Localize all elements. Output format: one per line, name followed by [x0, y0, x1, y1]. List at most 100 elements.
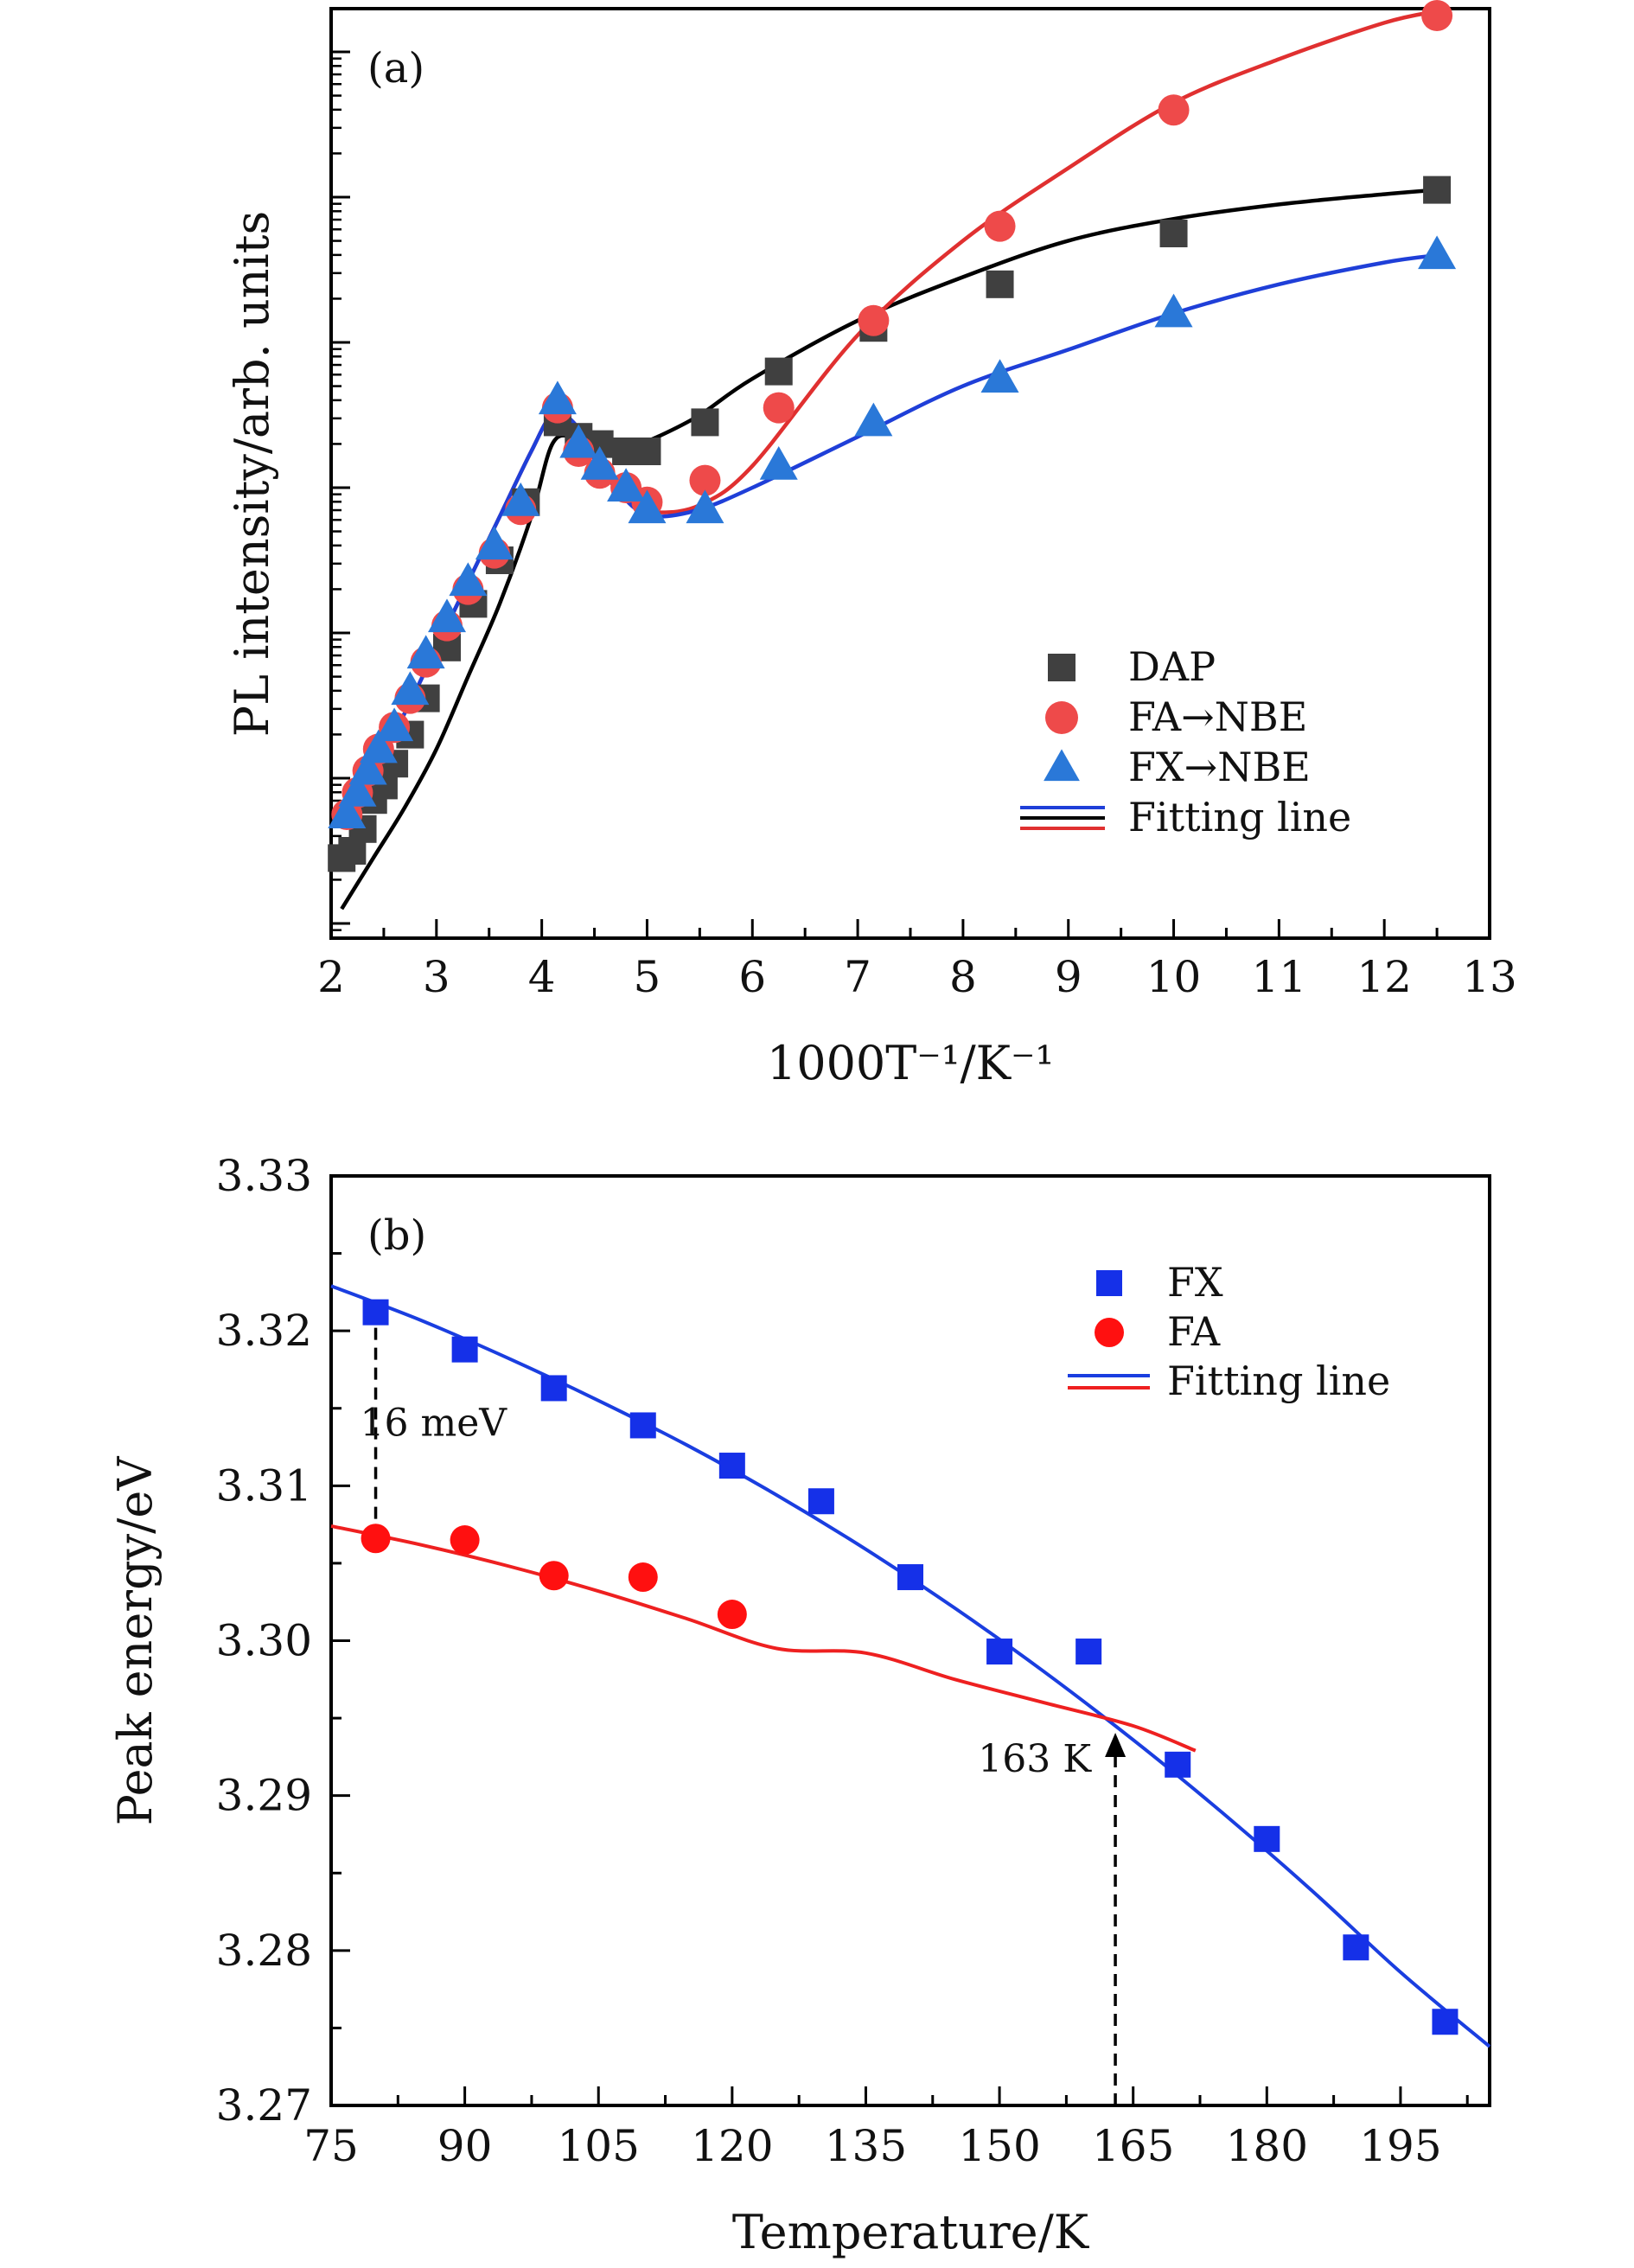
- panel-a-x-tick-label: 9: [1055, 952, 1082, 1002]
- panel-b-label: (b): [367, 1211, 426, 1260]
- panel-b-y-tick-label: 3.32: [216, 1306, 312, 1356]
- panel-b-legend-marker-fa: [1095, 1318, 1124, 1347]
- panel-b-point-fx: [718, 1453, 745, 1479]
- panel-b-data-points: [361, 1299, 1458, 2035]
- panel-a-point-fx-nbe: [406, 635, 445, 669]
- panel-a-point-fx-nbe: [628, 489, 667, 524]
- panel-a-point-fx-nbe: [475, 526, 514, 560]
- panel-b-point-fx: [1254, 1825, 1280, 1852]
- panel-a-x-tick-label: 6: [738, 952, 766, 1002]
- panel-b-point-fa: [628, 1562, 658, 1593]
- panel-b-fit-line-fit-blue: [330, 1284, 1491, 2048]
- panel-b-x-tick-label: 135: [825, 2121, 907, 2171]
- panel-a-x-tick-label: 8: [949, 952, 977, 1002]
- panel-b-point-fa: [717, 1600, 747, 1630]
- panel-b-x-tick-label: 180: [1226, 2121, 1308, 2171]
- panel-a-x-tick-label: 2: [317, 952, 345, 1002]
- panel-b-legend-label-fa: FA: [1167, 1308, 1221, 1355]
- annotation-163k-arrowhead: [1105, 1733, 1127, 1758]
- panel-a-point-dap: [1159, 220, 1188, 247]
- panel-b-point-fx: [362, 1299, 389, 1326]
- panel-a-x-tick-label: 13: [1462, 952, 1517, 1002]
- panel-b-point-fa: [450, 1525, 480, 1556]
- panel-a-point-fa-nbe: [689, 464, 721, 496]
- panel-b-y-tick-label: 3.30: [216, 1616, 312, 1666]
- panel-a-legend-label-fitting-line: Fitting line: [1128, 794, 1351, 840]
- panel-a-point-dap: [764, 357, 793, 386]
- panel-a-x-tick-label: 3: [423, 952, 450, 1002]
- panel-a-data-points: [328, 0, 1457, 872]
- panel-a-legend-label-dap: DAP: [1128, 643, 1216, 690]
- panel-b-axis-ticks: 75 90 105 120 135 150 165 180 195 3.27 3.28 3.29 3.3…: [216, 1151, 1469, 2171]
- panel-a-point-fx-nbe: [559, 424, 598, 458]
- panel-b-chart: 75 90 105 120 135 150 165 180 195 3.27 3.28 3.29 3.3…: [108, 1151, 1491, 2259]
- panel-a-legend-marker-dap: [1048, 654, 1076, 681]
- panel-b-x-tick-label: 150: [958, 2121, 1040, 2171]
- panel-b-y-tick-label: 3.31: [216, 1460, 312, 1511]
- panel-b-point-fx: [451, 1336, 478, 1363]
- panel-b-legend-label-fitting-line: Fitting line: [1167, 1358, 1390, 1404]
- panel-a-point-fx-nbe: [359, 729, 398, 763]
- panel-b-x-tick-label: 90: [437, 2121, 493, 2171]
- panel-a-point-fa-nbe: [1421, 0, 1453, 31]
- annotation-16mev-label: 16 meV: [361, 1401, 508, 1445]
- panel-a-point-fx-nbe: [338, 773, 377, 807]
- panel-b-plot-frame: [329, 1174, 1491, 2107]
- panel-a-axis-ticks: 2 3 4 5 6 7 8 9 10 11 12 13: [317, 50, 1517, 1002]
- panel-a-point-fx-nbe: [759, 446, 798, 480]
- panel-a-chart: 2 3 4 5 6 7 8 9 10 11 12 13 (a) 1000T⁻¹/K⁻¹ PL inte…: [225, 0, 1517, 1090]
- panel-a-point-dap: [633, 438, 661, 465]
- panel-b-fit-lines: [330, 1284, 1491, 2048]
- panel-b-x-tick-label: 120: [691, 2121, 773, 2171]
- panel-a-point-fx-nbe: [607, 468, 646, 502]
- panel-a-point-fx-nbe: [854, 402, 893, 437]
- panel-a-point-fx-nbe: [1154, 293, 1193, 328]
- panel-a-point-fx-nbe: [538, 380, 577, 415]
- panel-a-legend-marker-fx-nbe: [1044, 749, 1080, 782]
- panel-a-point-fx-nbe: [375, 707, 414, 742]
- panel-a-point-dap: [1423, 176, 1452, 204]
- panel-b-point-fa: [361, 1524, 391, 1554]
- panel-b-point-fx: [1343, 1934, 1369, 1961]
- annotation-163k-label: 163 K: [978, 1737, 1092, 1781]
- panel-a-point-fx-nbe: [428, 598, 466, 633]
- panel-a-point-fa-nbe: [984, 210, 1016, 242]
- panel-a-point-fa-nbe: [858, 304, 890, 336]
- panel-b-fit-line-fit-red: [330, 1524, 1197, 1753]
- panel-a-point-fx-nbe: [580, 446, 619, 480]
- panel-a-point-fa-nbe: [1158, 94, 1190, 126]
- panel-a-point-dap: [986, 270, 1014, 298]
- panel-a-y-axis-title: PL intensity/arb. units: [225, 211, 279, 737]
- panel-a-point-fx-nbe: [391, 671, 430, 706]
- panel-a-x-tick-label: 7: [844, 952, 871, 1002]
- panel-b-y-tick-label: 3.27: [216, 2080, 312, 2131]
- panel-a-point-fx-nbe: [348, 751, 387, 785]
- panel-b-y-tick-label: 3.33: [216, 1151, 312, 1201]
- panel-b-legend-label-fx: FX: [1167, 1259, 1223, 1306]
- panel-a-legend-label-fa-nbe: FA→NBE: [1128, 693, 1307, 740]
- panel-b-point-fx: [986, 1639, 1013, 1665]
- panel-b-point-fx: [540, 1375, 567, 1402]
- panel-b-x-tick-label: 75: [303, 2121, 359, 2171]
- panel-b-x-tick-label: 195: [1359, 2121, 1441, 2171]
- panel-a-point-fx-nbe: [980, 359, 1019, 393]
- panel-a-point-fx-nbe: [328, 795, 367, 828]
- panel-b-point-fx: [629, 1412, 656, 1439]
- panel-b-annotations: 16 meV 163 K: [361, 1327, 1127, 2105]
- panel-a-point-fx-nbe: [501, 482, 540, 516]
- panel-a-x-tick-label: 11: [1252, 952, 1307, 1002]
- panel-b-point-fx: [1165, 1751, 1191, 1778]
- panel-a-x-tick-label: 10: [1146, 952, 1202, 1002]
- panel-b-x-tick-label: 105: [558, 2121, 640, 2171]
- panel-a-point-fx-nbe: [686, 489, 724, 524]
- panel-a-point-fx-nbe: [1418, 235, 1457, 270]
- panel-a-point-fa-nbe: [763, 392, 795, 424]
- panel-b-x-axis-title: Temperature/K: [732, 2205, 1090, 2259]
- panel-a-legend-label-fx-nbe: FX→NBE: [1128, 744, 1311, 790]
- panel-b-point-fx: [1076, 1639, 1102, 1665]
- panel-a-point-dap: [691, 408, 719, 437]
- panel-a-x-axis-title: 1000T⁻¹/K⁻¹: [767, 1036, 1054, 1090]
- panel-b-legend-marker-fx: [1096, 1270, 1122, 1296]
